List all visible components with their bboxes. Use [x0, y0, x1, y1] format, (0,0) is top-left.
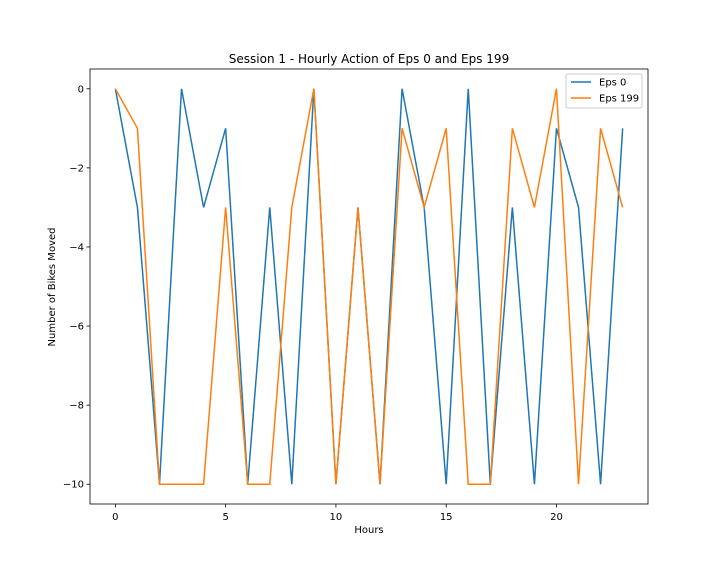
x-tick-label: 10: [330, 512, 343, 523]
series-line-eps-199: [114, 88, 624, 485]
x-axis-label: Hours: [354, 525, 383, 536]
y-tick-label: −10: [63, 480, 84, 491]
x-tick-label: 5: [222, 512, 228, 523]
x-tick-label: 15: [440, 512, 453, 523]
y-tick-label: 0: [78, 84, 84, 95]
x-tick-label: 20: [550, 512, 563, 523]
y-axis-label: Number of Bikes Moved: [47, 228, 58, 347]
y-tick-label: −4: [69, 242, 84, 253]
series-line-eps-0: [114, 88, 624, 485]
x-axis-ticks: 0 5 10 15 20: [112, 504, 563, 523]
chart-title: Session 1 - Hourly Action of Eps 0 and E…: [229, 52, 509, 66]
legend-label-eps-199: Eps 199: [599, 94, 639, 105]
legend-label-eps-0: Eps 0: [599, 78, 626, 89]
y-axis-ticks: 0 −2 −4 −6 −8 −10: [63, 84, 90, 491]
plot-area: [114, 88, 624, 485]
y-tick-label: −8: [69, 401, 84, 412]
axes-frame: [89, 68, 649, 505]
y-tick-label: −6: [69, 322, 84, 333]
legend: Eps 0 Eps 199: [565, 73, 643, 109]
x-tick-label: 0: [112, 512, 118, 523]
y-tick-label: −2: [69, 163, 84, 174]
